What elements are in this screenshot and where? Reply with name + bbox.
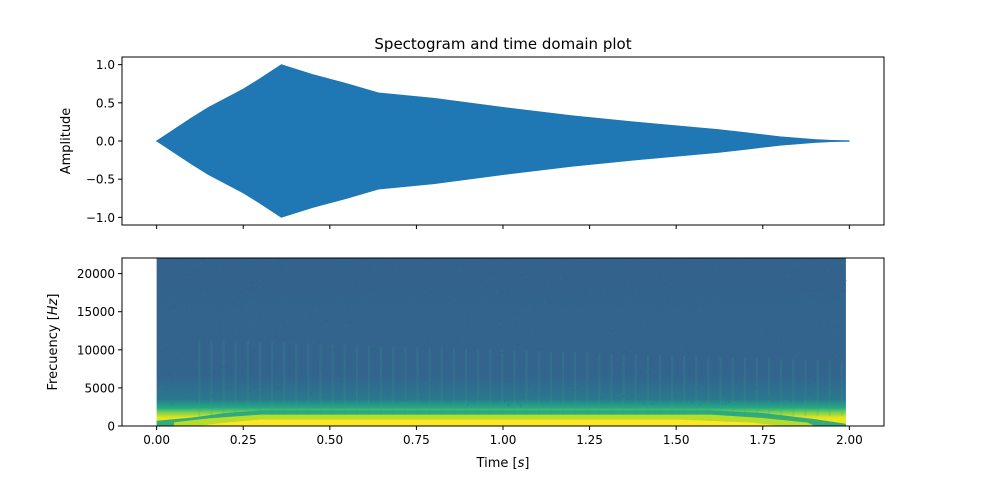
y-tick-label: 0 <box>107 420 115 434</box>
x-tick-label: 0.25 <box>230 433 257 447</box>
y-tick-label: −0.5 <box>86 173 115 187</box>
chart-title: Spectogram and time domain plot <box>374 35 631 53</box>
y-tick-label: 0.0 <box>96 135 115 149</box>
x-tick-label: 1.00 <box>490 433 517 447</box>
y-tick-label: 15000 <box>77 305 115 319</box>
x-tick-label: 0.50 <box>316 433 343 447</box>
time-axis-label: Time [s] <box>476 456 530 471</box>
top-y-axis: −1.0 −0.5 0.0 0.5 1.0 <box>86 58 122 225</box>
bottom-x-axis: 0.00 0.25 0.50 0.75 1.00 1.25 1.50 1.75 2.00 <box>143 426 863 447</box>
bottom-y-axis: 0 5000 10000 15000 20000 <box>77 267 122 434</box>
y-tick-label: 1.0 <box>96 58 115 72</box>
x-tick-label: 1.25 <box>576 433 603 447</box>
time-domain-plot: Spectogram and time domain plot −1.0 −0.5… <box>59 35 885 229</box>
spectrogram-plot-area <box>156 258 847 426</box>
y-tick-label: −1.0 <box>86 211 115 225</box>
y-tick-label: 0.5 <box>96 96 115 110</box>
x-tick-label: 1.50 <box>663 433 690 447</box>
frequency-axis-label: Frecuency [Hz] <box>46 294 61 391</box>
x-tick-label: 2.00 <box>836 433 863 447</box>
top-x-axis <box>156 225 850 229</box>
waveform-plot-area <box>155 64 850 218</box>
amplitude-axis-label: Amplitude <box>59 108 74 175</box>
x-tick-label: 0.75 <box>403 433 430 447</box>
spectrogram-plot: 0 5000 10000 15000 20000 0.00 0.25 0.50 0.75 1.0… <box>46 257 885 471</box>
x-tick-label: 1.75 <box>749 433 776 447</box>
spectrogram-striations <box>198 339 843 416</box>
x-tick-label: 0.00 <box>143 433 170 447</box>
y-tick-label: 20000 <box>77 267 115 281</box>
energy-band <box>156 410 846 426</box>
y-tick-label: 10000 <box>77 343 115 357</box>
y-tick-label: 5000 <box>84 381 115 395</box>
spectrogram-noise <box>156 258 847 408</box>
spectrogram-image <box>156 258 846 426</box>
